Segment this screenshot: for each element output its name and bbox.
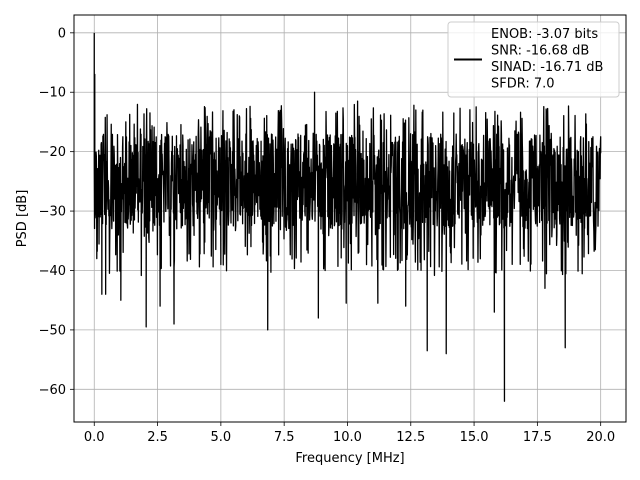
y-tick-label: −40 <box>39 264 66 279</box>
y-tick-label: −10 <box>39 86 66 101</box>
x-tick-label: 15.0 <box>460 430 489 445</box>
y-tick-label: 0 <box>58 26 66 41</box>
y-tick-label: −20 <box>39 145 66 160</box>
x-tick-label: 5.0 <box>211 430 232 445</box>
y-tick-label: −50 <box>39 323 66 338</box>
y-axis-label: PSD [dB] <box>15 190 30 248</box>
y-tick-label: −60 <box>39 383 66 398</box>
legend-enob: ENOB: -3.07 bits <box>491 27 598 42</box>
legend-snr: SNR: -16.68 dB <box>491 44 589 59</box>
legend: ENOB: -3.07 bits SNR: -16.68 dB SINAD: -… <box>447 21 620 98</box>
x-tick-label: 7.5 <box>274 430 295 445</box>
axes-frame <box>73 14 627 423</box>
x-axis-label: Frequency [MHz] <box>295 451 404 466</box>
x-tick-label: 12.5 <box>396 430 425 445</box>
legend-sfdr: SFDR: 7.0 <box>491 77 555 92</box>
axis-ticks: 0.0 2.5 5.0 7.5 10.0 12.5 15.0 17.5 20.0 0 −10 −20 −… <box>39 26 616 445</box>
x-tick-label: 2.5 <box>147 430 168 445</box>
x-tick-label: 10.0 <box>333 430 362 445</box>
x-tick-label: 0.0 <box>84 430 105 445</box>
legend-sinad: SINAD: -16.71 dB <box>491 60 603 75</box>
y-tick-label: −30 <box>39 205 66 220</box>
plot-area <box>93 32 602 402</box>
psd-series-line <box>93 32 602 402</box>
legend-box <box>447 21 620 98</box>
x-tick-label: 17.5 <box>523 430 552 445</box>
x-tick-label: 20.0 <box>586 430 615 445</box>
